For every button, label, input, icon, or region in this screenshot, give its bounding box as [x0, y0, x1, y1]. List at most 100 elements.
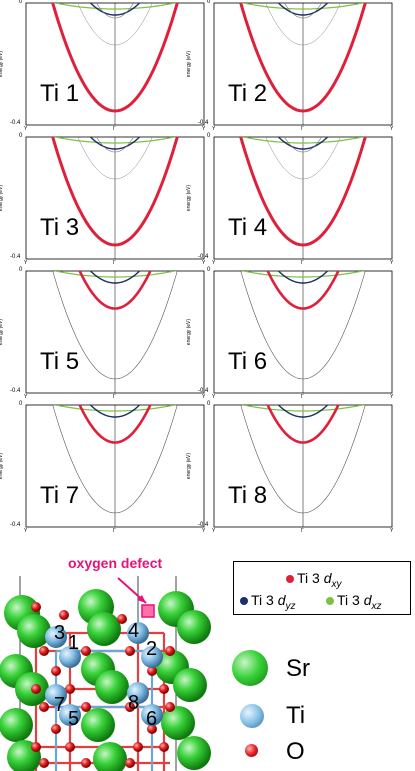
xtick: Y	[212, 394, 216, 400]
ytick-neg: -0.4	[198, 254, 209, 260]
band-gray	[96, 137, 134, 153]
panel-label: Ti 3	[40, 214, 80, 241]
band-plot	[25, 2, 205, 126]
y-axis-label: energy (eV)	[0, 47, 12, 87]
band-plot	[213, 136, 393, 260]
band-gray	[284, 3, 322, 19]
band-gray	[284, 137, 322, 153]
y-axis-label: energy (eV)	[186, 181, 200, 221]
dxy-marker-icon	[286, 575, 294, 584]
band-plot	[213, 270, 393, 394]
y-axis-label-text: energy (eV)	[0, 452, 5, 480]
ytick-neg: -0.4	[10, 254, 21, 260]
ytick-0: 0	[19, 401, 23, 407]
band-gray	[77, 3, 153, 46]
panel-label: Ti 8	[228, 482, 268, 509]
legend-dxz: Ti 3 dxz	[326, 592, 382, 612]
band-dyz	[277, 405, 329, 418]
xtick: Y	[24, 260, 28, 266]
xtick: Y	[390, 260, 394, 266]
band-dxz	[52, 137, 178, 144]
xtick: Y	[202, 260, 206, 266]
xtick: Γ	[301, 126, 304, 132]
y-axis-label: energy (eV)	[186, 449, 200, 489]
oxygen-vacancy-marker	[141, 604, 155, 618]
xtick: Y	[390, 126, 394, 132]
y-axis-label-text: energy (eV)	[0, 50, 5, 78]
xtick: Γ	[113, 394, 116, 400]
ytick-0: 0	[19, 0, 23, 5]
band-dxz	[240, 137, 366, 144]
ti-number-3: 3	[54, 622, 66, 644]
band-gray	[265, 137, 341, 180]
band-panel: energy (eV) 0 -0.4 Y Γ Y Ti 3	[0, 133, 206, 270]
xtick: Y	[202, 126, 206, 132]
y-axis-label: energy (eV)	[186, 315, 200, 355]
xtick: Y	[390, 394, 394, 400]
ytick-0: 0	[19, 267, 23, 273]
xtick: Γ	[113, 126, 116, 132]
xtick: Y	[202, 528, 206, 534]
band-panel: energy (eV) 0 -0.4 Y Γ Y Ti 1	[0, 0, 206, 136]
ytick-0: 0	[207, 0, 211, 5]
sr-atom-icon	[232, 650, 268, 686]
ti-number-2: 2	[146, 638, 158, 660]
ytick-neg: -0.4	[10, 388, 21, 394]
sr-label: Sr	[286, 655, 310, 682]
band-panel: energy (eV) 0 -0.4 Y Γ Y Ti 4	[186, 133, 394, 270]
band-gray	[77, 137, 153, 180]
band-gray	[52, 405, 178, 514]
dxz-marker-icon	[326, 597, 334, 606]
band-dxz	[52, 405, 178, 412]
band-gray	[265, 3, 341, 46]
band-dxy	[51, 3, 179, 113]
panel-label: Ti 6	[228, 348, 268, 375]
band-dxy	[239, 3, 367, 113]
band-dyz	[89, 405, 141, 418]
band-dyz	[277, 3, 329, 16]
band-dxz	[52, 3, 178, 10]
y-axis-label-text: energy (eV)	[186, 50, 193, 78]
band-dyz	[89, 271, 141, 284]
ytick-neg: -0.4	[198, 120, 209, 126]
panel-label: Ti 1	[40, 80, 80, 107]
xtick: Y	[212, 528, 216, 534]
orbital-legend: Ti 3 dxy Ti 3 dyz Ti 3 dxz	[233, 561, 411, 615]
o-label: O	[286, 738, 305, 765]
ti-number-4: 4	[128, 620, 140, 642]
xtick: Y	[212, 126, 216, 132]
xtick: Γ	[301, 260, 304, 266]
xtick: Y	[24, 528, 28, 534]
xtick: Γ	[113, 260, 116, 266]
ytick-0: 0	[207, 133, 211, 139]
xtick: Y	[390, 528, 394, 534]
panel-label: Ti 4	[228, 214, 268, 241]
band-dxz	[52, 271, 178, 278]
band-gray	[52, 271, 178, 380]
ti-number-1: 1	[68, 632, 80, 654]
y-axis-label: energy (eV)	[186, 47, 200, 87]
y-axis-label: energy (eV)	[0, 315, 12, 355]
ytick-0: 0	[207, 401, 211, 407]
band-dxz	[240, 3, 366, 10]
band-gray	[240, 405, 366, 514]
band-panel: energy (eV) 0 -0.4 Y Γ Y Ti 8	[186, 401, 394, 538]
ti-number-5: 5	[68, 708, 80, 730]
ti-number-7: 7	[54, 694, 66, 716]
band-plot	[213, 404, 393, 528]
ti-number-8: 8	[128, 692, 140, 714]
ti-number-6: 6	[146, 708, 158, 730]
ytick-neg: -0.4	[10, 522, 21, 528]
ytick-neg: -0.4	[198, 522, 209, 528]
panel-label: Ti 2	[228, 80, 268, 107]
legend-dyz: Ti 3 dyz	[240, 592, 296, 612]
band-dxz	[240, 405, 366, 412]
oxygen-defect-label: oxygen defect	[68, 555, 163, 571]
y-axis-label-text: energy (eV)	[0, 318, 5, 346]
band-dyz	[89, 137, 141, 150]
xtick: Y	[24, 394, 28, 400]
panel-label: Ti 5	[40, 348, 80, 375]
y-axis-label-text: energy (eV)	[0, 184, 5, 212]
band-plot	[25, 404, 205, 528]
band-dxy	[266, 271, 340, 310]
